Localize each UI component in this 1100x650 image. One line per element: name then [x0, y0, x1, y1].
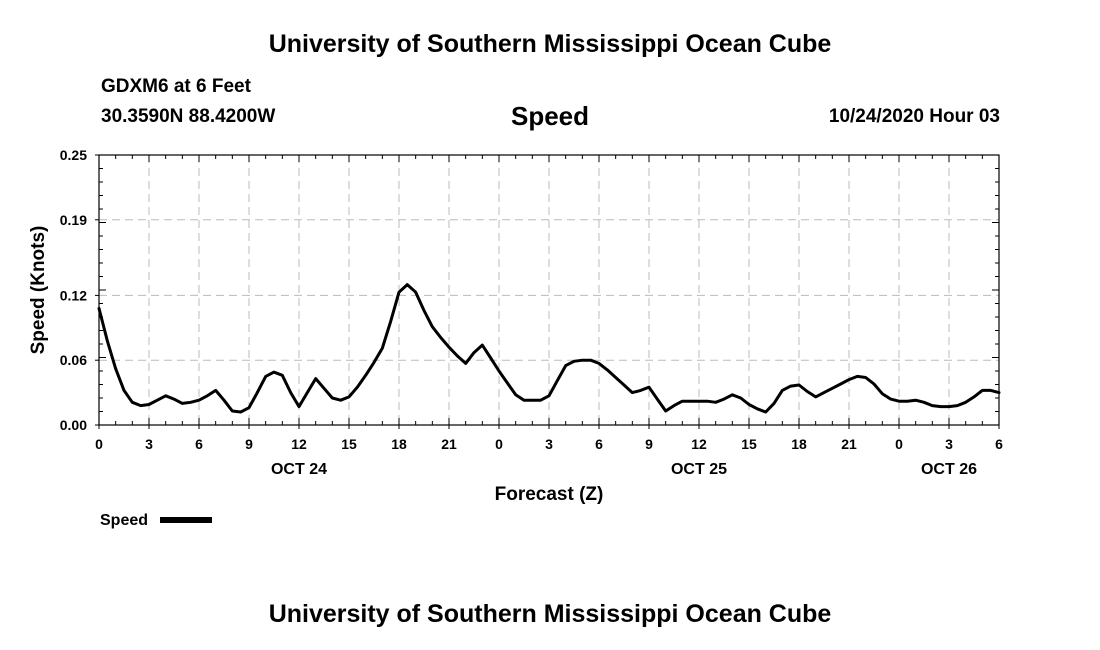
x-tick-label: 6: [195, 436, 203, 452]
x-tick-label: 21: [841, 436, 857, 452]
y-tick-label: 0.12: [60, 287, 87, 303]
x-tick-label: 15: [741, 436, 757, 452]
x-tick-label: 12: [691, 436, 707, 452]
x-tick-label: 9: [645, 436, 653, 452]
x-axis-title: Forecast (Z): [495, 484, 604, 505]
y-tick-label: 0.25: [60, 147, 87, 163]
datetime-label: 10/24/2020 Hour 03: [828, 106, 1000, 127]
y-tick-label: 0.06: [60, 352, 87, 368]
date-label: OCT 25: [671, 461, 727, 478]
x-tick-label: 18: [791, 436, 807, 452]
x-tick-label: 6: [995, 436, 1003, 452]
x-tick-label: 18: [391, 436, 407, 452]
y-tick-label: 0.00: [60, 417, 87, 433]
top-title: University of Southern Mississippi Ocean…: [268, 30, 832, 58]
station-label: GDXM6 at 6 Feet: [101, 76, 251, 97]
x-tick-label: 3: [545, 436, 553, 452]
x-tick-label: 0: [495, 436, 503, 452]
y-axis-title: Speed (Knots): [28, 226, 49, 355]
date-label: OCT 26: [921, 461, 977, 478]
x-tick-label: 12: [291, 436, 307, 452]
x-tick-label: 0: [95, 436, 103, 452]
y-tick-label: 0.19: [60, 212, 87, 228]
x-tick-label: 9: [245, 436, 253, 452]
legend-label: Speed: [100, 512, 148, 529]
x-tick-label: 3: [945, 436, 953, 452]
coords-label: 30.3590N 88.4200W: [101, 106, 276, 127]
bottom-title: University of Southern Mississippi Ocean…: [268, 600, 832, 628]
speed-series-line: [97, 283, 1001, 414]
x-tick-label: 6: [595, 436, 603, 452]
x-tick-label: 0: [895, 436, 903, 452]
x-tick-label: 15: [341, 436, 357, 452]
x-tick-label: 21: [441, 436, 457, 452]
date-label: OCT 24: [271, 461, 327, 478]
variable-title: Speed: [510, 101, 590, 131]
x-tick-label: 3: [145, 436, 153, 452]
